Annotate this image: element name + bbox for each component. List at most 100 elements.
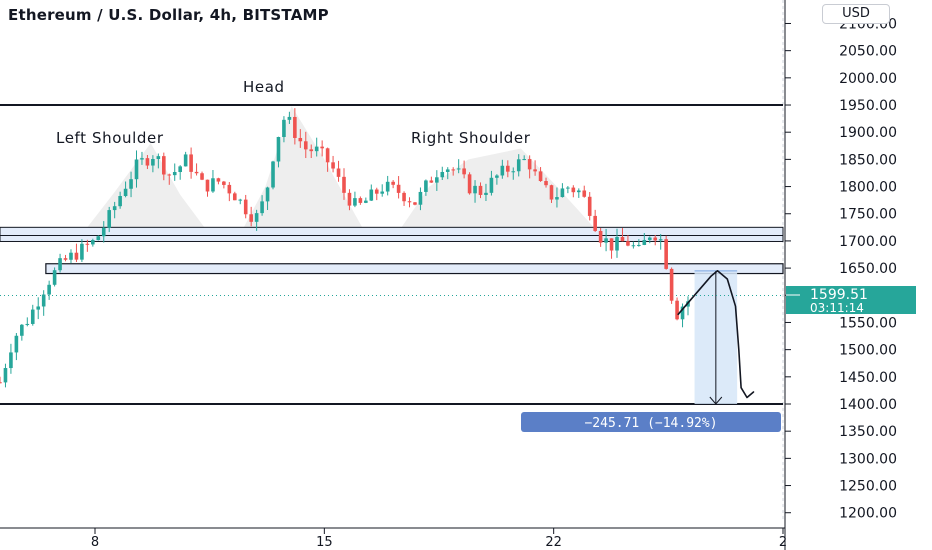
candle-body [123,188,128,197]
candle-body [631,245,636,247]
candle-body [538,171,543,182]
candle-body [489,177,494,193]
candle-body [20,324,24,336]
candle-body [435,177,439,183]
candle-body [227,184,232,194]
candle-body [653,237,658,241]
candle-body [287,116,292,120]
candle-body [598,230,603,243]
candle-body [413,202,417,205]
candle-body [380,191,385,194]
candle-body [544,181,548,186]
candle-body [358,198,363,203]
current-price-badge [786,286,916,314]
candle-body [118,196,122,207]
candle-body [571,187,576,193]
candle-body [243,199,248,215]
candlestick-series [0,108,690,388]
candle-body [69,252,73,260]
candle-body [211,178,215,192]
candle-body [391,181,395,185]
candle-body [467,174,472,194]
candle-body [424,180,428,192]
price-tick-label: 1900.00 [839,125,897,141]
upper-support-zone [0,226,784,242]
candle-body [516,159,521,172]
candle-body [178,166,182,173]
candle-body [36,306,41,310]
price-axis[interactable]: 1200.00 1250.00 1300.00 1350.00 1400.00 1450.… [785,16,897,522]
candle-body [385,181,390,192]
candle-body [298,137,303,142]
candle-body [582,190,587,197]
time-tick-label: 22 [545,535,562,550]
candle-body [325,148,330,163]
candle-body [314,146,319,152]
price-tick-label: 1950.00 [839,98,897,114]
candle-body [200,173,204,180]
measure-arrowhead [709,396,723,405]
candle-body [500,165,505,176]
price-tick-label: 1400.00 [839,397,897,413]
candle-body [85,243,90,245]
candle-body [647,237,652,240]
candle-body [254,213,259,222]
candle-body [440,171,445,178]
candle-body [172,172,177,176]
candle-body [320,146,324,149]
candle-body [238,199,243,201]
price-tick-label: 1800.00 [839,180,897,196]
candle-body [80,243,84,260]
candle-body [527,159,532,170]
candle-body [112,206,117,211]
candle-body [205,179,210,192]
candle-body [396,184,401,193]
candle-body [604,238,608,243]
candle-body [58,258,62,271]
candle-body [140,158,144,160]
candle-body [484,192,488,195]
candle-body [282,119,286,137]
candle-body [41,294,46,307]
projected-path-drawing [677,270,755,399]
candle-body [609,238,614,251]
currency-selector[interactable]: USD [822,4,890,24]
candle-body [162,156,166,175]
neckline-support-zone [45,263,784,275]
candle-body [156,156,161,160]
candle-body [222,181,226,185]
candle-body [402,192,406,202]
candle-body [0,382,2,384]
price-tick-label: 1700.00 [839,234,897,250]
candle-body [347,192,352,206]
price-tick-label: 1500.00 [839,343,897,359]
candle-body [566,187,570,189]
measure-label: −245.71 (−14.92%) [584,416,717,431]
candle-body [533,169,537,172]
candle-body [9,352,13,369]
candle-body [462,168,466,175]
candle-body [560,188,565,198]
candle-body [303,141,308,150]
time-axis[interactable]: 8 15 22 2 [91,528,787,550]
candle-body [353,198,357,206]
chart-title: Ethereum / U.S. Dollar, 4h, BITSTAMP [8,6,329,24]
candle-body [473,185,477,194]
candle-body [25,323,30,325]
candle-body [183,154,188,167]
candle-body [456,168,461,170]
candle-body [249,214,253,222]
candle-body [74,252,79,260]
candle-body [3,368,8,383]
candle-body [189,154,193,172]
candle-body [342,176,346,193]
candle-body [418,191,423,205]
price-tick-label: 2050.00 [839,44,897,60]
candle-body [134,159,139,180]
candle-body [293,116,297,138]
candle-body [451,169,456,171]
time-tick-label: 2 [779,535,787,550]
price-tick-label: 1450.00 [839,370,897,386]
candle-body [129,179,133,189]
